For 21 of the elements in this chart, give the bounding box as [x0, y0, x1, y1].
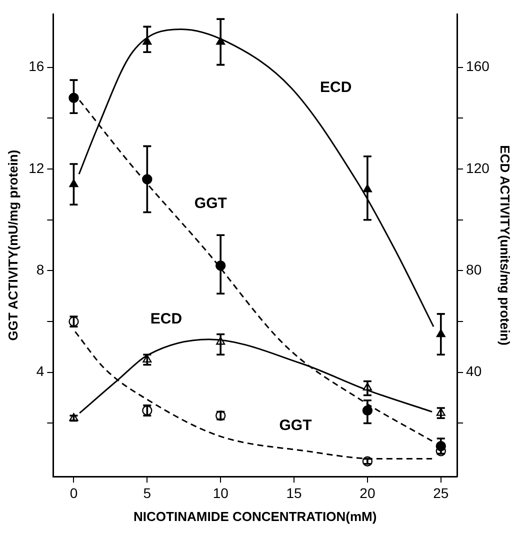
x-tick-label: 15 — [286, 484, 302, 501]
y2-axis-title: ECD ACTIVITY(units/mg protein) — [498, 145, 513, 346]
y-tick-label: 4 — [36, 363, 44, 380]
y2-tick-label: 160 — [466, 58, 490, 74]
y-tick-label: 16 — [28, 58, 44, 74]
annotation: GGT — [279, 416, 312, 434]
x-axis-title: NICOTINAMIDE CONCENTRATION(mM) — [134, 508, 377, 524]
y2-tick-label: 40 — [466, 363, 482, 380]
y2-tick-label: 80 — [466, 262, 482, 278]
y-tick-label: 12 — [28, 160, 44, 176]
annotation: ECD — [320, 79, 352, 96]
annotation: GGT — [194, 194, 227, 212]
y-axis-title: GGT ACTIVITY(mU/mg protein) — [5, 150, 20, 341]
x-tick-label: 5 — [143, 484, 152, 501]
annotation: ECD — [150, 310, 182, 328]
x-tick-label: 25 — [433, 484, 449, 501]
x-tick-label: 20 — [360, 484, 376, 501]
x-tick-label: 0 — [70, 484, 78, 501]
x-tick-label: 10 — [212, 484, 229, 501]
y2-tick-label: 120 — [466, 160, 490, 176]
y-tick-label: 8 — [36, 262, 44, 278]
